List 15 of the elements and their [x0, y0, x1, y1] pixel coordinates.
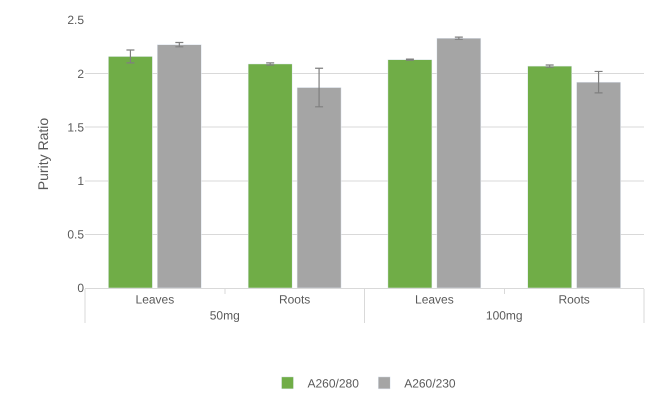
y-tick-label: 2 [77, 66, 84, 81]
text: 50mg [210, 308, 240, 322]
text: 100mg [486, 308, 523, 322]
y-axis-title: Purity Ratio [34, 118, 51, 190]
legend-label: A260/280 [308, 376, 360, 391]
y-tick-label: 1.5 [67, 120, 84, 134]
y-tick-label: 1 [77, 174, 84, 188]
legend-label: A260/230 [404, 376, 456, 391]
x-tick-label: Leaves [136, 292, 174, 306]
x-tick-label: Leaves [415, 292, 454, 306]
y-tick-label: 0.5 [67, 228, 84, 242]
y-tick-label: 0 [77, 281, 84, 296]
x-tick-label: Roots [278, 292, 310, 306]
x-tick-label: Roots [558, 292, 590, 306]
y-tick-label: 2.5 [67, 13, 84, 28]
